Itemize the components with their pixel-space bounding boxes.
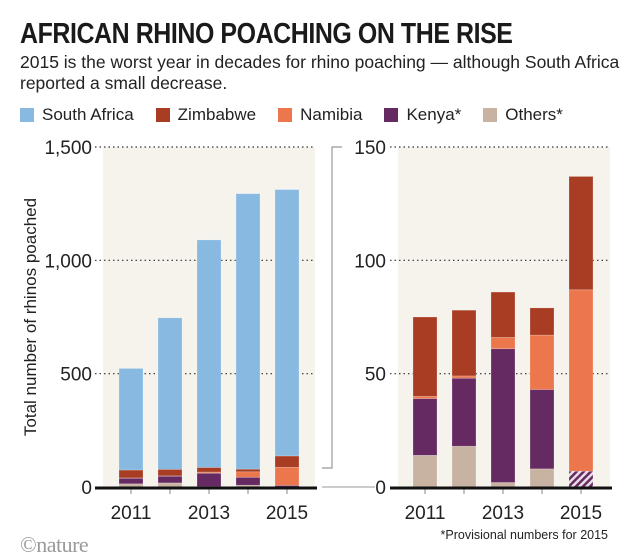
bar-segment-zimbabwe [451,309,477,377]
bar-segment-namibia [568,289,594,472]
bar-segment-zimbabwe [196,467,222,473]
y-tick-label: 0 [81,478,92,499]
bar-segment-south-africa [274,189,300,457]
legend-swatch [155,108,170,122]
x-tick-label: 2015 [560,503,602,524]
legend-swatch [278,108,293,122]
legend-item: Others* [483,105,563,125]
bar-segment-kenya [451,377,477,447]
bar-segment-namibia [196,471,222,474]
y-tick-label: 1,500 [44,138,92,159]
bar-segment-others [451,445,477,488]
chart-subtitle: 2015 is the worst year in decades for rh… [20,52,620,93]
bar-segment-kenya [568,470,594,488]
legend-label: Namibia [300,105,363,124]
bar-segment-others [412,454,438,488]
bar-segment-namibia [529,334,555,390]
legend-item: Namibia [278,105,362,125]
legend: South Africa Zimbabwe Namibia Kenya* Others* [20,105,585,125]
bar-segment-south-africa [157,317,183,470]
bar-segment-zimbabwe [157,469,183,477]
bar-segment-others [490,482,516,488]
bar-segment-others [529,468,555,488]
y-tick-label: 1,000 [44,251,92,272]
bar-segment-others [157,482,183,488]
y-tick-label: 100 [354,251,386,272]
legend-item: Zimbabwe [155,105,257,125]
legend-item: Kenya* [384,105,461,125]
nature-logo: ©nature [20,532,89,557]
bar-segment-kenya [529,389,555,470]
bar-segment-south-africa [118,368,144,471]
x-tick-label: 2011 [111,503,152,524]
bar-segment-zimbabwe [490,291,516,338]
x-tick-label: 2013 [188,503,230,524]
bar-segment-zimbabwe [412,316,438,397]
bar-segment-kenya [196,472,222,487]
bar-segment-namibia [490,337,516,350]
bar-segment-zimbabwe [568,176,594,291]
bar-segment-namibia [235,471,261,478]
y-axis-label: Total number of rhinos poached [21,198,40,436]
legend-label: Zimbabwe [177,105,257,124]
legend-swatch [20,108,34,122]
bar-segment-kenya [412,398,438,456]
bar-segment-namibia [274,466,300,486]
legend-label: South Africa [42,105,134,124]
bar-segment-zimbabwe [235,468,261,473]
bar-segment-south-africa [196,239,222,468]
bar-segment-zimbabwe [529,307,555,336]
legend-swatch [483,108,498,122]
bar-segment-namibia [451,375,477,379]
legend-swatch [384,108,399,122]
legend-item: South Africa [20,105,134,125]
bar-segment-kenya [157,475,183,484]
zoom-bracket [322,146,342,469]
bar-segment-south-africa [235,193,261,470]
bar-segment-kenya [235,476,261,486]
bar-segment-namibia [412,396,438,399]
y-tick-label: 50 [365,365,386,386]
y-tick-label: 150 [354,138,386,159]
x-tick-label: 2011 [405,503,446,524]
bar-segment-kenya [118,477,144,485]
bar-segment-kenya [490,348,516,483]
bar-segment-zimbabwe [118,469,144,479]
x-tick-label: 2013 [482,503,524,524]
y-tick-label: 500 [60,365,92,386]
footnote: *Provisional numbers for 2015 [440,528,608,542]
legend-label: Others* [505,105,563,124]
bar-segment-zimbabwe [274,455,300,468]
legend-label: Kenya* [406,105,462,124]
chart-title: AFRICAN RHINO POACHING ON THE RISE [20,18,513,50]
y-tick-label: 0 [375,478,386,499]
x-tick-label: 2015 [266,503,308,524]
